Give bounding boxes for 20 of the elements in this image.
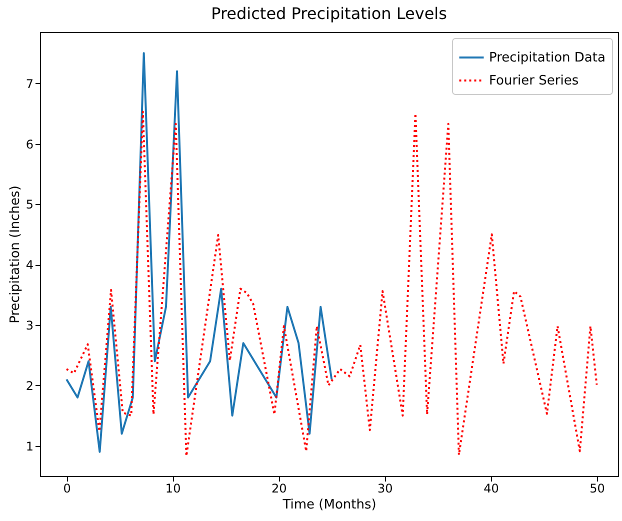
y-tick-label: 4	[26, 258, 34, 272]
line-series	[66, 52, 333, 453]
y-tick-label: 1	[26, 439, 34, 454]
y-tick-label: 7	[26, 76, 34, 91]
legend-label: Fourier Series	[489, 74, 579, 88]
x-tick-label: 50	[590, 482, 605, 496]
y-tick-label: 3	[26, 318, 34, 332]
x-tick-label: 0	[63, 482, 71, 496]
legend-label: Precipitation Data	[489, 50, 606, 66]
x-tick-label: 30	[378, 482, 393, 496]
x-tick-label: 40	[484, 482, 499, 496]
chart-title: Predicted Precipitation Levels	[211, 4, 447, 23]
y-tick-label: 6	[26, 137, 34, 152]
y-axis-title: Precipitation (Inches)	[8, 186, 23, 324]
x-axis-title: Time (Months)	[282, 498, 376, 512]
x-tick-label: 20	[271, 482, 287, 496]
y-tick-label: 2	[26, 378, 34, 393]
x-tick-label: 10	[165, 482, 181, 496]
line-series	[66, 110, 598, 458]
y-tick-label: 5	[26, 198, 34, 212]
